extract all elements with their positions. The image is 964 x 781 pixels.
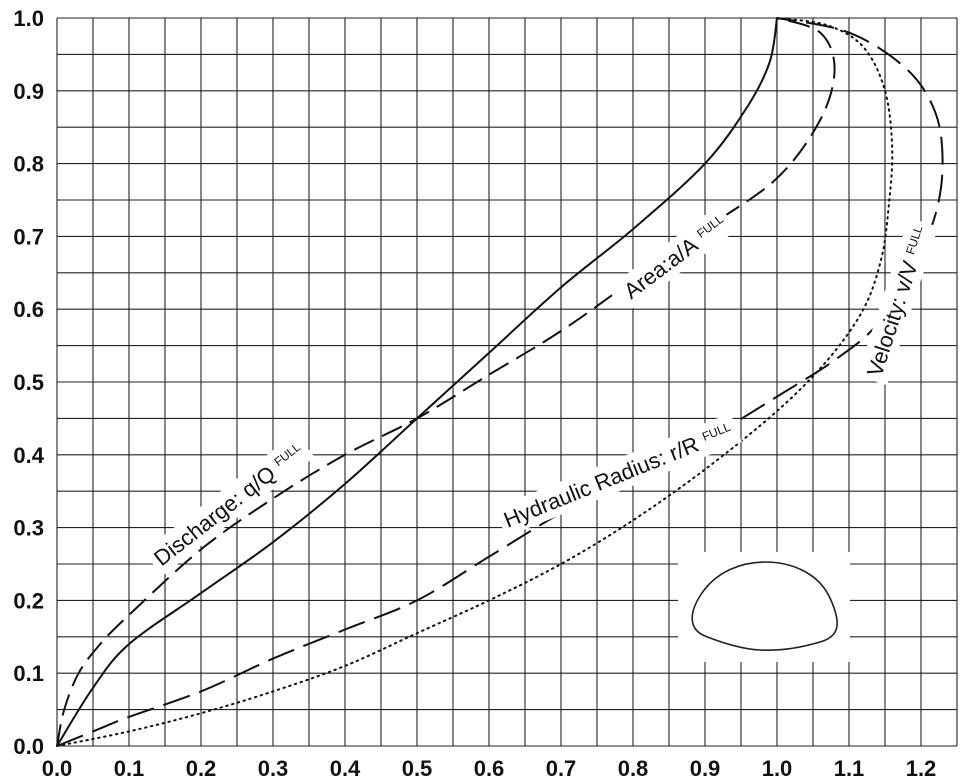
x-tick-label: 0.4 [330, 756, 361, 781]
y-tick-label: 0.8 [13, 152, 44, 177]
x-tick-label: 1.0 [762, 756, 793, 781]
label-discharge: Discharge: q/QFULL [143, 432, 315, 577]
y-tick-label: 0.7 [13, 224, 44, 249]
x-tick-label: 1.2 [906, 756, 937, 781]
x-tick-label: 0.8 [618, 756, 649, 781]
y-tick-label: 1.0 [13, 6, 44, 31]
grid [56, 17, 958, 747]
label-area: Area:a/AFULL [613, 204, 738, 309]
x-tick-label: 0.6 [474, 756, 505, 781]
x-tick-label: 0.3 [258, 756, 289, 781]
label-velocity: Velocity: v/VFULL [857, 217, 939, 386]
curve-label-text: Hydraulic Radius: r/RFULL [500, 418, 736, 533]
y-tick-label: 0.9 [13, 79, 44, 104]
curve-label-text: Area:a/AFULL [619, 210, 732, 304]
conduit-shape-icon [678, 552, 850, 662]
curve-labels: Area:a/AFULL Discharge: q/QFULL Hydraulic … [143, 204, 939, 577]
y-tick-label: 0.0 [13, 734, 44, 759]
label-main: Area:a/A [619, 232, 703, 304]
y-tick-label: 0.6 [13, 297, 44, 322]
x-tick-label: 0.2 [186, 756, 217, 781]
label-background [857, 217, 939, 386]
x-tick-label: 0.7 [546, 756, 577, 781]
series-line-discharge [56, 17, 836, 747]
label-background [494, 412, 742, 538]
curve-label-text: Discharge: q/QFULL [149, 438, 309, 571]
label-background [613, 204, 738, 309]
label-main: Discharge: q/Q [149, 461, 280, 571]
x-tick-label: 0.5 [402, 756, 433, 781]
series-line-velocity [56, 17, 894, 747]
label-main: Hydraulic Radius: r/R [500, 431, 702, 532]
y-tick-label: 0.2 [13, 588, 44, 613]
y-tick-label: 0.4 [13, 443, 44, 468]
series-line-area [56, 17, 778, 747]
y-tick-label: 0.1 [13, 661, 44, 686]
tick-labels: 0.0 0.1 0.2 0.3 0.4 0.5 0.6 0.7 0.8 0.9 1.0 1.1 1.2 0… [13, 6, 936, 781]
label-background [143, 432, 315, 577]
x-tick-label: 1.1 [834, 756, 865, 781]
x-tick-label: 0.9 [690, 756, 721, 781]
y-tick-label: 0.3 [13, 516, 44, 541]
x-tick-label: 0.1 [114, 756, 145, 781]
x-tick-label: 0.0 [42, 756, 73, 781]
y-tick-label: 0.5 [13, 370, 44, 395]
